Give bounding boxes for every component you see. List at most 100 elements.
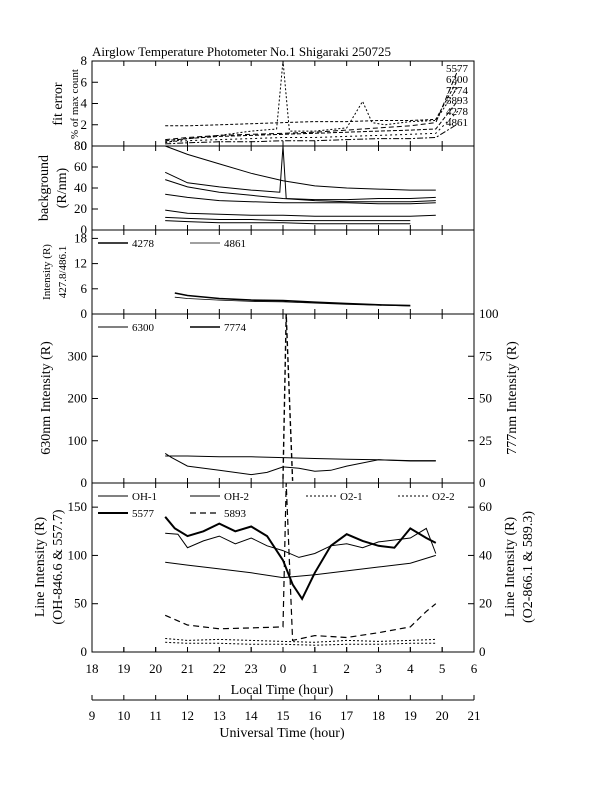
y-tick-label: 300 <box>68 348 88 363</box>
y-tick-label: 12 <box>74 256 87 271</box>
series-bg-7 <box>165 220 411 225</box>
series-4861 <box>174 296 411 307</box>
y-tick-label: 4 <box>81 96 88 111</box>
y-tick-label: 80 <box>74 138 87 153</box>
universal-time-tick-label: 13 <box>213 708 226 723</box>
y-tick-label: 18 <box>74 230 87 245</box>
intensity-630-ylabel: 630nm Intensity (R) <box>39 341 54 455</box>
oh-1-legend-label: OH-1 <box>132 491 157 503</box>
series-7774-spike <box>282 313 294 481</box>
y-tick-label: 8 <box>81 53 88 68</box>
y-tick-label: 200 <box>68 391 88 406</box>
y-tick-label-right: 0 <box>479 475 486 490</box>
y-tick-label: 100 <box>68 433 88 448</box>
y-tick-label-right: 60 <box>479 499 492 514</box>
local-time-tick-label: 3 <box>375 661 382 676</box>
universal-time-tick-label: 21 <box>468 708 481 723</box>
series-oh-2 <box>165 554 436 579</box>
local-time-tick-label: 19 <box>117 661 130 676</box>
line-intensity-ylabel-right: Line Intensity (R) <box>503 517 518 618</box>
fit-error-ylabel-sub: % of max count <box>69 69 81 139</box>
local-time-tick-label: 21 <box>181 661 194 676</box>
y-tick-label: 100 <box>68 547 88 562</box>
y-tick-label: 0 <box>81 475 88 490</box>
y-tick-label-right: 20 <box>479 596 492 611</box>
y-tick-label-right: 75 <box>479 348 492 363</box>
o2-1-legend-label: O2-1 <box>340 491 363 503</box>
6300-legend-label: 6300 <box>132 322 155 334</box>
line-intensity-ylabel-right-sub: (O2-866.1 & 589.3) <box>521 511 536 623</box>
series-4861 <box>165 123 459 145</box>
series-o2-2 <box>165 641 436 646</box>
panel-frame-fit-error <box>91 60 475 147</box>
local-time-tick-label: 4 <box>407 661 414 676</box>
series-o2-1 <box>165 638 436 643</box>
y-tick-label: 2 <box>81 117 88 132</box>
series-7774 <box>165 60 459 144</box>
time-axes: 18 19 20 21 22 23 0 1 2 3 4 5 69 10 11 12 13 14 15 16 17 18 19… <box>86 647 481 723</box>
series-6300 <box>165 78 459 127</box>
universal-time-tick-label: 9 <box>89 708 96 723</box>
series-bg-2 <box>164 145 436 201</box>
universal-time-tick-label: 16 <box>308 708 322 723</box>
universal-time-tick-label: 15 <box>277 708 290 723</box>
series-6300 <box>164 452 436 476</box>
chart-series <box>164 60 459 646</box>
y-tick-label-right: 50 <box>479 391 492 406</box>
universal-time-tick-label: 17 <box>340 708 354 723</box>
y-tick-label: 20 <box>74 201 87 216</box>
series-bg-1 <box>165 145 436 191</box>
fit-error-ylabel: fit error <box>51 82 66 125</box>
local-time-tick-label: 1 <box>312 661 319 676</box>
series-5577 <box>164 516 437 601</box>
series-7774 <box>165 455 436 462</box>
series-5893 <box>165 99 459 142</box>
series-oh-1 <box>165 527 437 558</box>
figure-title: Airglow Temperature Photometer No.1 Shig… <box>92 44 391 59</box>
series-5893 <box>164 482 437 642</box>
y-tick-label: 150 <box>68 499 88 514</box>
local-time-tick-label: 22 <box>213 661 226 676</box>
local-time-tick-label: 18 <box>86 661 99 676</box>
universal-time-tick-label: 11 <box>149 708 162 723</box>
y-tick-label: 0 <box>81 644 88 659</box>
local-time-tick-label: 0 <box>280 661 287 676</box>
y-tick-label-right: 40 <box>479 547 492 562</box>
universal-time-tick-label: 18 <box>372 708 385 723</box>
y-tick-label: 0 <box>81 138 88 153</box>
series-4278 <box>174 292 411 307</box>
intensity-ylabel: Intensity (R) <box>41 244 53 300</box>
y-tick-label: 6 <box>81 74 88 89</box>
local-time-tick-label: 5 <box>439 661 446 676</box>
y-tick-label: 50 <box>74 596 87 611</box>
5577-legend-label: 5577 <box>132 508 155 520</box>
series-5577 <box>165 69 459 141</box>
series-bg-6 <box>165 216 411 222</box>
4861-legend-label: 4861 <box>224 238 246 250</box>
universal-time-tick-label: 19 <box>404 708 417 723</box>
panel-frame-background <box>91 145 475 231</box>
series-bg-5 <box>165 209 436 217</box>
7774-legend-label: 7774 <box>224 322 247 334</box>
local-time-tick-label: 6 <box>471 661 478 676</box>
intensity-ylabel-sub: 427.8/486.1 <box>57 246 69 299</box>
universal-time-tick-label: 12 <box>181 708 194 723</box>
intensity-777-ylabel: 777nm Intensity (R) <box>505 341 520 455</box>
local-time-tick-label: 2 <box>343 661 350 676</box>
oh-2-legend-label: OH-2 <box>224 491 249 503</box>
y-tick-label: 0 <box>81 222 88 237</box>
4278-legend-label: 4278 <box>132 238 155 250</box>
background-ylabel-unit: (R/nm) <box>55 167 70 208</box>
5893-legend-label: 5893 <box>224 508 247 520</box>
y-tick-label: 40 <box>74 180 87 195</box>
y-tick-label-right: 25 <box>479 433 492 448</box>
fit-error-series-label: 4861 <box>446 117 468 129</box>
series-bg-3 <box>165 179 436 203</box>
local-time-tick-label: 23 <box>245 661 258 676</box>
universal-time-label: Universal Time (hour) <box>219 726 345 741</box>
fit-error-series-label: 5577 <box>446 63 469 75</box>
y-tick-label: 0 <box>81 306 88 321</box>
universal-time-tick-label: 14 <box>245 708 259 723</box>
o2-2-legend-label: O2-2 <box>432 491 455 503</box>
